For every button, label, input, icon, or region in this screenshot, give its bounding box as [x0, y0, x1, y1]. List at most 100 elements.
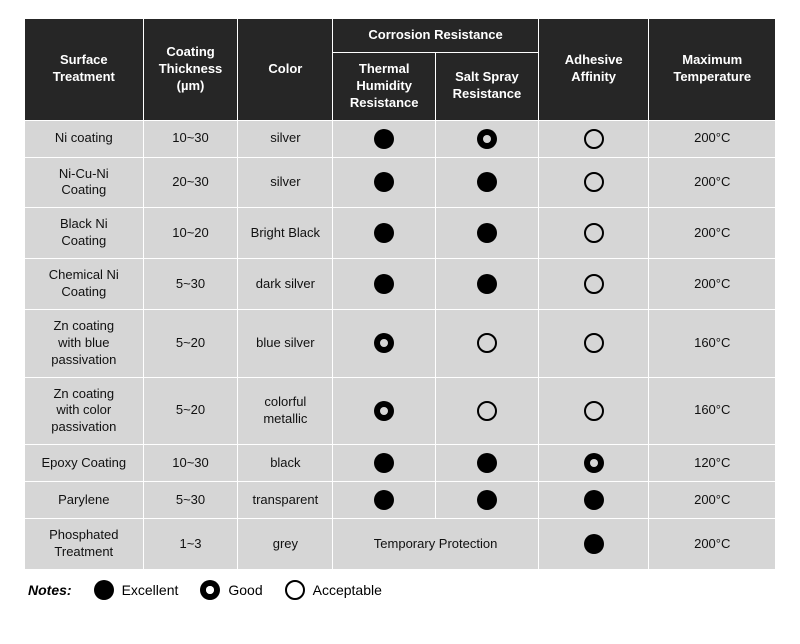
- cell-thermal: [333, 309, 436, 377]
- cell-thickness: 5~20: [143, 377, 238, 445]
- cell-color: blue silver: [238, 309, 333, 377]
- cell-maxtemp: 200°C: [649, 157, 776, 208]
- legend-excellent-icon: [94, 580, 114, 600]
- rating-excellent-icon: [477, 453, 497, 473]
- cell-salt: [436, 309, 539, 377]
- cell-thickness: 1~3: [143, 519, 238, 570]
- rating-excellent-icon: [374, 172, 394, 192]
- legend-item: Excellent: [94, 580, 179, 600]
- cell-treatment: Black NiCoating: [25, 208, 144, 259]
- th-color: Color: [238, 19, 333, 121]
- table-row: Parylene5~30transparent200°C: [25, 482, 776, 519]
- cell-salt: [436, 445, 539, 482]
- cell-treatment: Chemical NiCoating: [25, 259, 144, 310]
- cell-color: transparent: [238, 482, 333, 519]
- cell-adhesive: [538, 309, 649, 377]
- rating-excellent-icon: [584, 534, 604, 554]
- rating-good-icon: [374, 333, 394, 353]
- th-maxtemp: Maximum Temperature: [649, 19, 776, 121]
- table-row: Chemical NiCoating5~30dark silver 200°C: [25, 259, 776, 310]
- rating-good-icon: [374, 401, 394, 421]
- rating-excellent-icon: [374, 223, 394, 243]
- cell-thermal: [333, 377, 436, 445]
- cell-thickness: 5~30: [143, 259, 238, 310]
- rating-acceptable-icon: [477, 401, 497, 421]
- rating-good-icon: [584, 453, 604, 473]
- cell-maxtemp: 200°C: [649, 259, 776, 310]
- table-row: Ni-Cu-NiCoating20~30silver 200°C: [25, 157, 776, 208]
- th-salt: Salt Spray Resistance: [436, 52, 539, 120]
- cell-color: black: [238, 445, 333, 482]
- cell-salt: [436, 157, 539, 208]
- legend-good-icon: [200, 580, 220, 600]
- cell-adhesive: [538, 208, 649, 259]
- cell-adhesive: [538, 259, 649, 310]
- th-treatment: Surface Treatment: [25, 19, 144, 121]
- table-row: Epoxy Coating10~30black 120°C: [25, 445, 776, 482]
- cell-salt: [436, 377, 539, 445]
- cell-treatment: Ni coating: [25, 120, 144, 157]
- cell-thickness: 10~20: [143, 208, 238, 259]
- rating-acceptable-icon: [477, 333, 497, 353]
- cell-thickness: 20~30: [143, 157, 238, 208]
- th-thickness: Coating Thickness (µm): [143, 19, 238, 121]
- cell-corrosion-merged: Temporary Protection: [333, 519, 539, 570]
- rating-excellent-icon: [374, 274, 394, 294]
- cell-treatment: Zn coatingwith bluepassivation: [25, 309, 144, 377]
- cell-salt: [436, 120, 539, 157]
- table-row: Black NiCoating10~20Bright Black200°C: [25, 208, 776, 259]
- rating-excellent-icon: [584, 490, 604, 510]
- cell-adhesive: [538, 445, 649, 482]
- cell-salt: [436, 482, 539, 519]
- th-thermal: Thermal Humidity Resistance: [333, 52, 436, 120]
- cell-maxtemp: 120°C: [649, 445, 776, 482]
- cell-thermal: [333, 208, 436, 259]
- rating-acceptable-icon: [584, 223, 604, 243]
- cell-treatment: Epoxy Coating: [25, 445, 144, 482]
- legend: Notes: Excellent Good Acceptable: [24, 580, 776, 600]
- rating-acceptable-icon: [584, 274, 604, 294]
- cell-thickness: 10~30: [143, 120, 238, 157]
- legend-label: Notes:: [28, 582, 72, 598]
- legend-item: Good: [200, 580, 262, 600]
- cell-maxtemp: 200°C: [649, 519, 776, 570]
- legend-acceptable-icon: [285, 580, 305, 600]
- cell-treatment: Ni-Cu-NiCoating: [25, 157, 144, 208]
- cell-adhesive: [538, 482, 649, 519]
- legend-text: Acceptable: [313, 582, 382, 598]
- rating-excellent-icon: [477, 172, 497, 192]
- rating-excellent-icon: [477, 274, 497, 294]
- table-body: Ni coating10~30silver200°CNi-Cu-NiCoatin…: [25, 120, 776, 569]
- cell-color: silver: [238, 157, 333, 208]
- cell-color: dark silver: [238, 259, 333, 310]
- table-row: Ni coating10~30silver200°C: [25, 120, 776, 157]
- cell-treatment: Parylene: [25, 482, 144, 519]
- cell-thermal: [333, 259, 436, 310]
- table-row: Zn coatingwith bluepassivation5~20blue s…: [25, 309, 776, 377]
- cell-adhesive: [538, 120, 649, 157]
- cell-treatment: Zn coatingwith colorpassivation: [25, 377, 144, 445]
- cell-thermal: [333, 157, 436, 208]
- cell-maxtemp: 200°C: [649, 208, 776, 259]
- cell-color: grey: [238, 519, 333, 570]
- cell-adhesive: [538, 519, 649, 570]
- table-row: PhosphatedTreatment1~3greyTemporary Prot…: [25, 519, 776, 570]
- rating-excellent-icon: [374, 129, 394, 149]
- coating-table: Surface Treatment Coating Thickness (µm)…: [24, 18, 776, 570]
- cell-maxtemp: 160°C: [649, 377, 776, 445]
- cell-salt: [436, 208, 539, 259]
- cell-thermal: [333, 445, 436, 482]
- legend-text: Good: [228, 582, 262, 598]
- cell-thermal: [333, 120, 436, 157]
- cell-adhesive: [538, 157, 649, 208]
- cell-color: colorfulmetallic: [238, 377, 333, 445]
- cell-maxtemp: 160°C: [649, 309, 776, 377]
- table-row: Zn coatingwith colorpassivation5~20color…: [25, 377, 776, 445]
- cell-thickness: 10~30: [143, 445, 238, 482]
- legend-item: Acceptable: [285, 580, 382, 600]
- cell-adhesive: [538, 377, 649, 445]
- th-corrosion-group: Corrosion Resistance: [333, 19, 539, 53]
- legend-text: Excellent: [122, 582, 179, 598]
- rating-excellent-icon: [477, 223, 497, 243]
- rating-acceptable-icon: [584, 129, 604, 149]
